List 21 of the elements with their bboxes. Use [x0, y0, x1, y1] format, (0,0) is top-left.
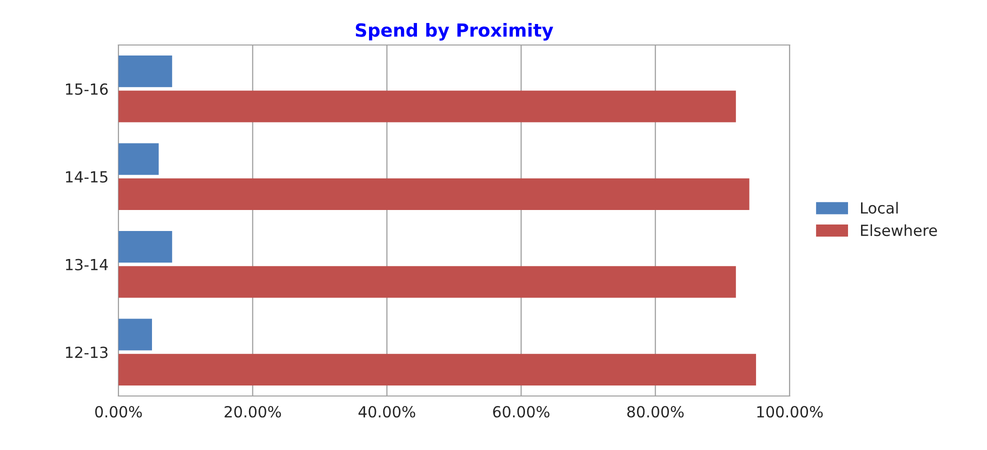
y-tick-label: 15-16 — [66, 83, 108, 95]
bar — [118, 56, 172, 88]
x-tick-label: 40.00% — [358, 406, 416, 418]
x-tick-label: 0.00% — [95, 406, 142, 418]
x-tick-label: 20.00% — [224, 406, 281, 418]
y-tick-label: 13-14 — [66, 258, 108, 270]
legend-label: Elsewhere — [861, 224, 937, 236]
bar — [118, 90, 736, 122]
x-tick-label: 80.00% — [627, 406, 684, 418]
bar — [118, 354, 756, 386]
legend-label: Local — [861, 202, 898, 214]
y-tick-label: 12-13 — [66, 346, 108, 358]
bar — [118, 266, 736, 298]
bar — [118, 143, 159, 175]
bar — [118, 318, 152, 350]
bar — [118, 178, 750, 210]
x-tick-label: 100.00% — [757, 406, 823, 418]
chart-title: Spend by Proximity — [356, 22, 554, 41]
x-tick-label: 60.00% — [493, 406, 550, 418]
y-tick-label: 14-15 — [66, 171, 108, 183]
bar — [118, 231, 172, 263]
